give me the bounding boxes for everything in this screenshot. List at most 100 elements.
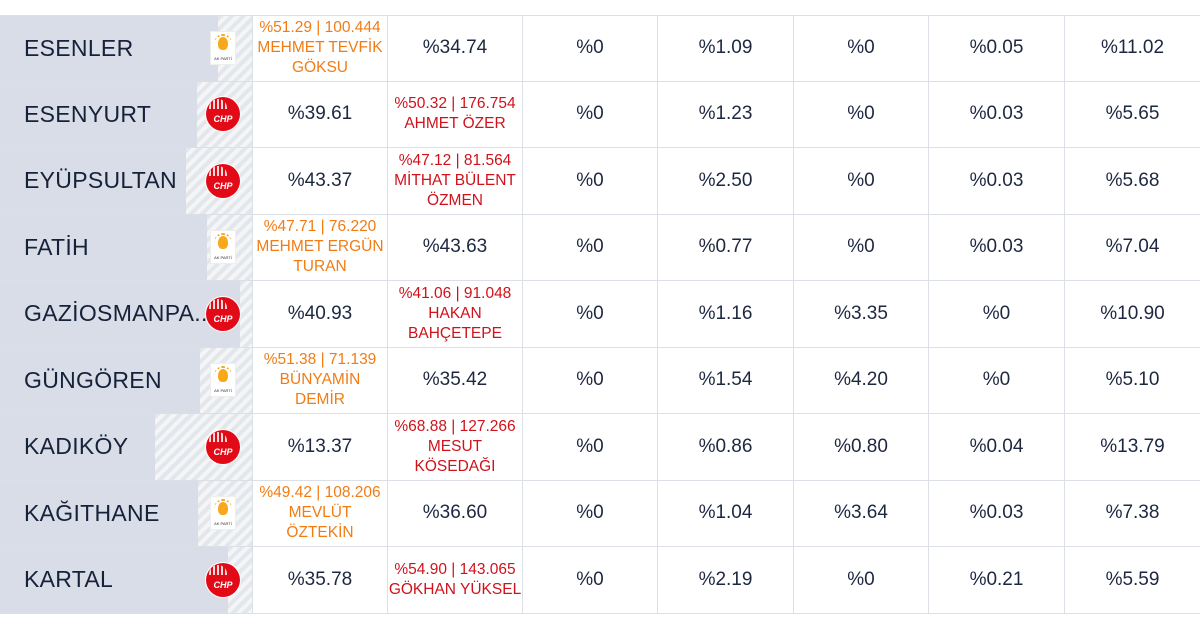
table-row[interactable]: EYÜPSULTAN CHP %43.37 %47.12 | 81.564 MİT…	[0, 148, 1200, 215]
akp-logo-icon: AK PARTİ	[206, 363, 240, 397]
district-name: KARTAL	[24, 547, 113, 613]
vote-share-cell: %2.50	[657, 148, 793, 214]
winner-cell: %47.71 | 76.220 MEHMET ERGÜN TURAN	[252, 215, 387, 281]
table-row[interactable]: KAĞITHANE AK PARTİ %49.42 | 108.206 MEVLÜ…	[0, 481, 1200, 548]
vote-share-cell: %35.42	[387, 348, 522, 414]
district-cell: EYÜPSULTAN CHP	[0, 148, 252, 214]
district-name: KAĞITHANE	[24, 481, 160, 547]
district-name: EYÜPSULTAN	[24, 148, 177, 214]
vote-share-cell: %5.10	[1064, 348, 1200, 414]
table-row[interactable]: FATİH AK PARTİ %47.71 | 76.220 MEHMET ERG…	[0, 215, 1200, 282]
district-cell: ESENLER AK PARTİ	[0, 16, 252, 81]
district-name: ESENLER	[24, 16, 133, 81]
vote-share-cell: %0	[522, 547, 657, 613]
chp-logo-icon: CHP	[206, 430, 240, 464]
vote-share-cell: %0	[522, 215, 657, 281]
vote-share-cell: %5.59	[1064, 547, 1200, 613]
vote-share-cell: %1.16	[657, 281, 793, 347]
district-name: KADIKÖY	[24, 414, 128, 480]
chp-logo-icon: CHP	[206, 297, 240, 331]
vote-share-cell: %0.03	[928, 82, 1064, 148]
vote-share-cell: %7.04	[1064, 215, 1200, 281]
akp-logo-icon: AK PARTİ	[206, 496, 240, 530]
vote-share-cell: %0.77	[657, 215, 793, 281]
vote-share-cell: %40.93	[252, 281, 387, 347]
winner-cell: %41.06 | 91.048 HAKAN BAHÇETEPE	[387, 281, 522, 347]
vote-share-cell: %13.37	[252, 414, 387, 480]
district-cell: FATİH AK PARTİ	[0, 215, 252, 281]
winner-cell: %50.32 | 176.754 AHMET ÖZER	[387, 82, 522, 148]
district-cell: KAĞITHANE AK PARTİ	[0, 481, 252, 547]
winner-cell: %47.12 | 81.564 MİTHAT BÜLENT ÖZMEN	[387, 148, 522, 214]
table-row[interactable]: GAZİOSMANPA... CHP %40.93 %41.06 | 91.04…	[0, 281, 1200, 348]
vote-share-cell: %2.19	[657, 547, 793, 613]
district-cell: KARTAL CHP	[0, 547, 252, 613]
district-name: FATİH	[24, 215, 89, 281]
district-name: ESENYURT	[24, 82, 151, 148]
vote-share-cell: %0.03	[928, 148, 1064, 214]
vote-share-cell: %3.35	[793, 281, 928, 347]
vote-share-cell: %1.04	[657, 481, 793, 547]
district-cell: KADIKÖY CHP	[0, 414, 252, 480]
district-cell: ESENYURT CHP	[0, 82, 252, 148]
vote-share-cell: %0	[793, 148, 928, 214]
vote-share-cell: %0	[522, 481, 657, 547]
table-row[interactable]: ESENLER AK PARTİ %51.29 | 100.444 MEHMET …	[0, 15, 1200, 82]
district-cell: GÜNGÖREN AK PARTİ	[0, 348, 252, 414]
vote-share-cell: %5.68	[1064, 148, 1200, 214]
chp-logo-icon: CHP	[206, 164, 240, 198]
vote-share-cell: %10.90	[1064, 281, 1200, 347]
results-table: ESENLER AK PARTİ %51.29 | 100.444 MEHMET …	[0, 15, 1200, 614]
vote-share-cell: %0	[522, 414, 657, 480]
district-name: GAZİOSMANPA...	[24, 281, 214, 347]
vote-share-cell: %0.03	[928, 481, 1064, 547]
table-row[interactable]: KARTAL CHP %35.78 %54.90 | 143.065 GÖKHAN…	[0, 547, 1200, 614]
vote-share-cell: %0.05	[928, 16, 1064, 81]
akp-logo-icon: AK PARTİ	[206, 31, 240, 65]
vote-share-cell: %1.09	[657, 16, 793, 81]
winner-cell: %51.38 | 71.139 BÜNYAMİN DEMİR	[252, 348, 387, 414]
district-cell: GAZİOSMANPA... CHP	[0, 281, 252, 347]
vote-share-cell: %0	[522, 348, 657, 414]
vote-share-cell: %43.37	[252, 148, 387, 214]
district-name: GÜNGÖREN	[24, 348, 162, 414]
vote-share-cell: %0	[522, 16, 657, 81]
chp-logo-icon: CHP	[206, 97, 240, 131]
vote-share-cell: %0	[928, 281, 1064, 347]
vote-share-cell: %0	[793, 215, 928, 281]
table-row[interactable]: ESENYURT CHP %39.61 %50.32 | 176.754 AHME…	[0, 82, 1200, 149]
vote-share-cell: %13.79	[1064, 414, 1200, 480]
vote-share-cell: %35.78	[252, 547, 387, 613]
vote-share-cell: %0	[522, 82, 657, 148]
winner-cell: %54.90 | 143.065 GÖKHAN YÜKSEL	[387, 547, 522, 613]
vote-share-cell: %0	[793, 547, 928, 613]
vote-share-cell: %0.86	[657, 414, 793, 480]
akp-logo-icon: AK PARTİ	[206, 230, 240, 264]
vote-share-cell: %0.04	[928, 414, 1064, 480]
vote-share-cell: %0	[793, 82, 928, 148]
vote-share-cell: %1.23	[657, 82, 793, 148]
vote-share-cell: %0	[522, 148, 657, 214]
vote-share-cell: %3.64	[793, 481, 928, 547]
table-row[interactable]: KADIKÖY CHP %13.37 %68.88 | 127.266 MESUT…	[0, 414, 1200, 481]
vote-share-cell: %5.65	[1064, 82, 1200, 148]
vote-share-cell: %0	[522, 281, 657, 347]
vote-share-cell: %0	[793, 16, 928, 81]
vote-share-cell: %0.80	[793, 414, 928, 480]
vote-share-cell: %4.20	[793, 348, 928, 414]
winner-cell: %51.29 | 100.444 MEHMET TEVFİK GÖKSU	[252, 16, 387, 81]
vote-share-cell: %36.60	[387, 481, 522, 547]
vote-share-cell: %0.03	[928, 215, 1064, 281]
chp-logo-icon: CHP	[206, 563, 240, 597]
vote-share-cell: %39.61	[252, 82, 387, 148]
vote-share-cell: %11.02	[1064, 16, 1200, 81]
winner-cell: %68.88 | 127.266 MESUT KÖSEDAĞI	[387, 414, 522, 480]
vote-share-cell: %1.54	[657, 348, 793, 414]
vote-share-cell: %0	[928, 348, 1064, 414]
vote-share-cell: %0.21	[928, 547, 1064, 613]
table-row[interactable]: GÜNGÖREN AK PARTİ %51.38 | 71.139 BÜNYAMİ…	[0, 348, 1200, 415]
vote-share-cell: %34.74	[387, 16, 522, 81]
vote-share-cell: %7.38	[1064, 481, 1200, 547]
winner-cell: %49.42 | 108.206 MEVLÜT ÖZTEKİN	[252, 481, 387, 547]
vote-share-cell: %43.63	[387, 215, 522, 281]
